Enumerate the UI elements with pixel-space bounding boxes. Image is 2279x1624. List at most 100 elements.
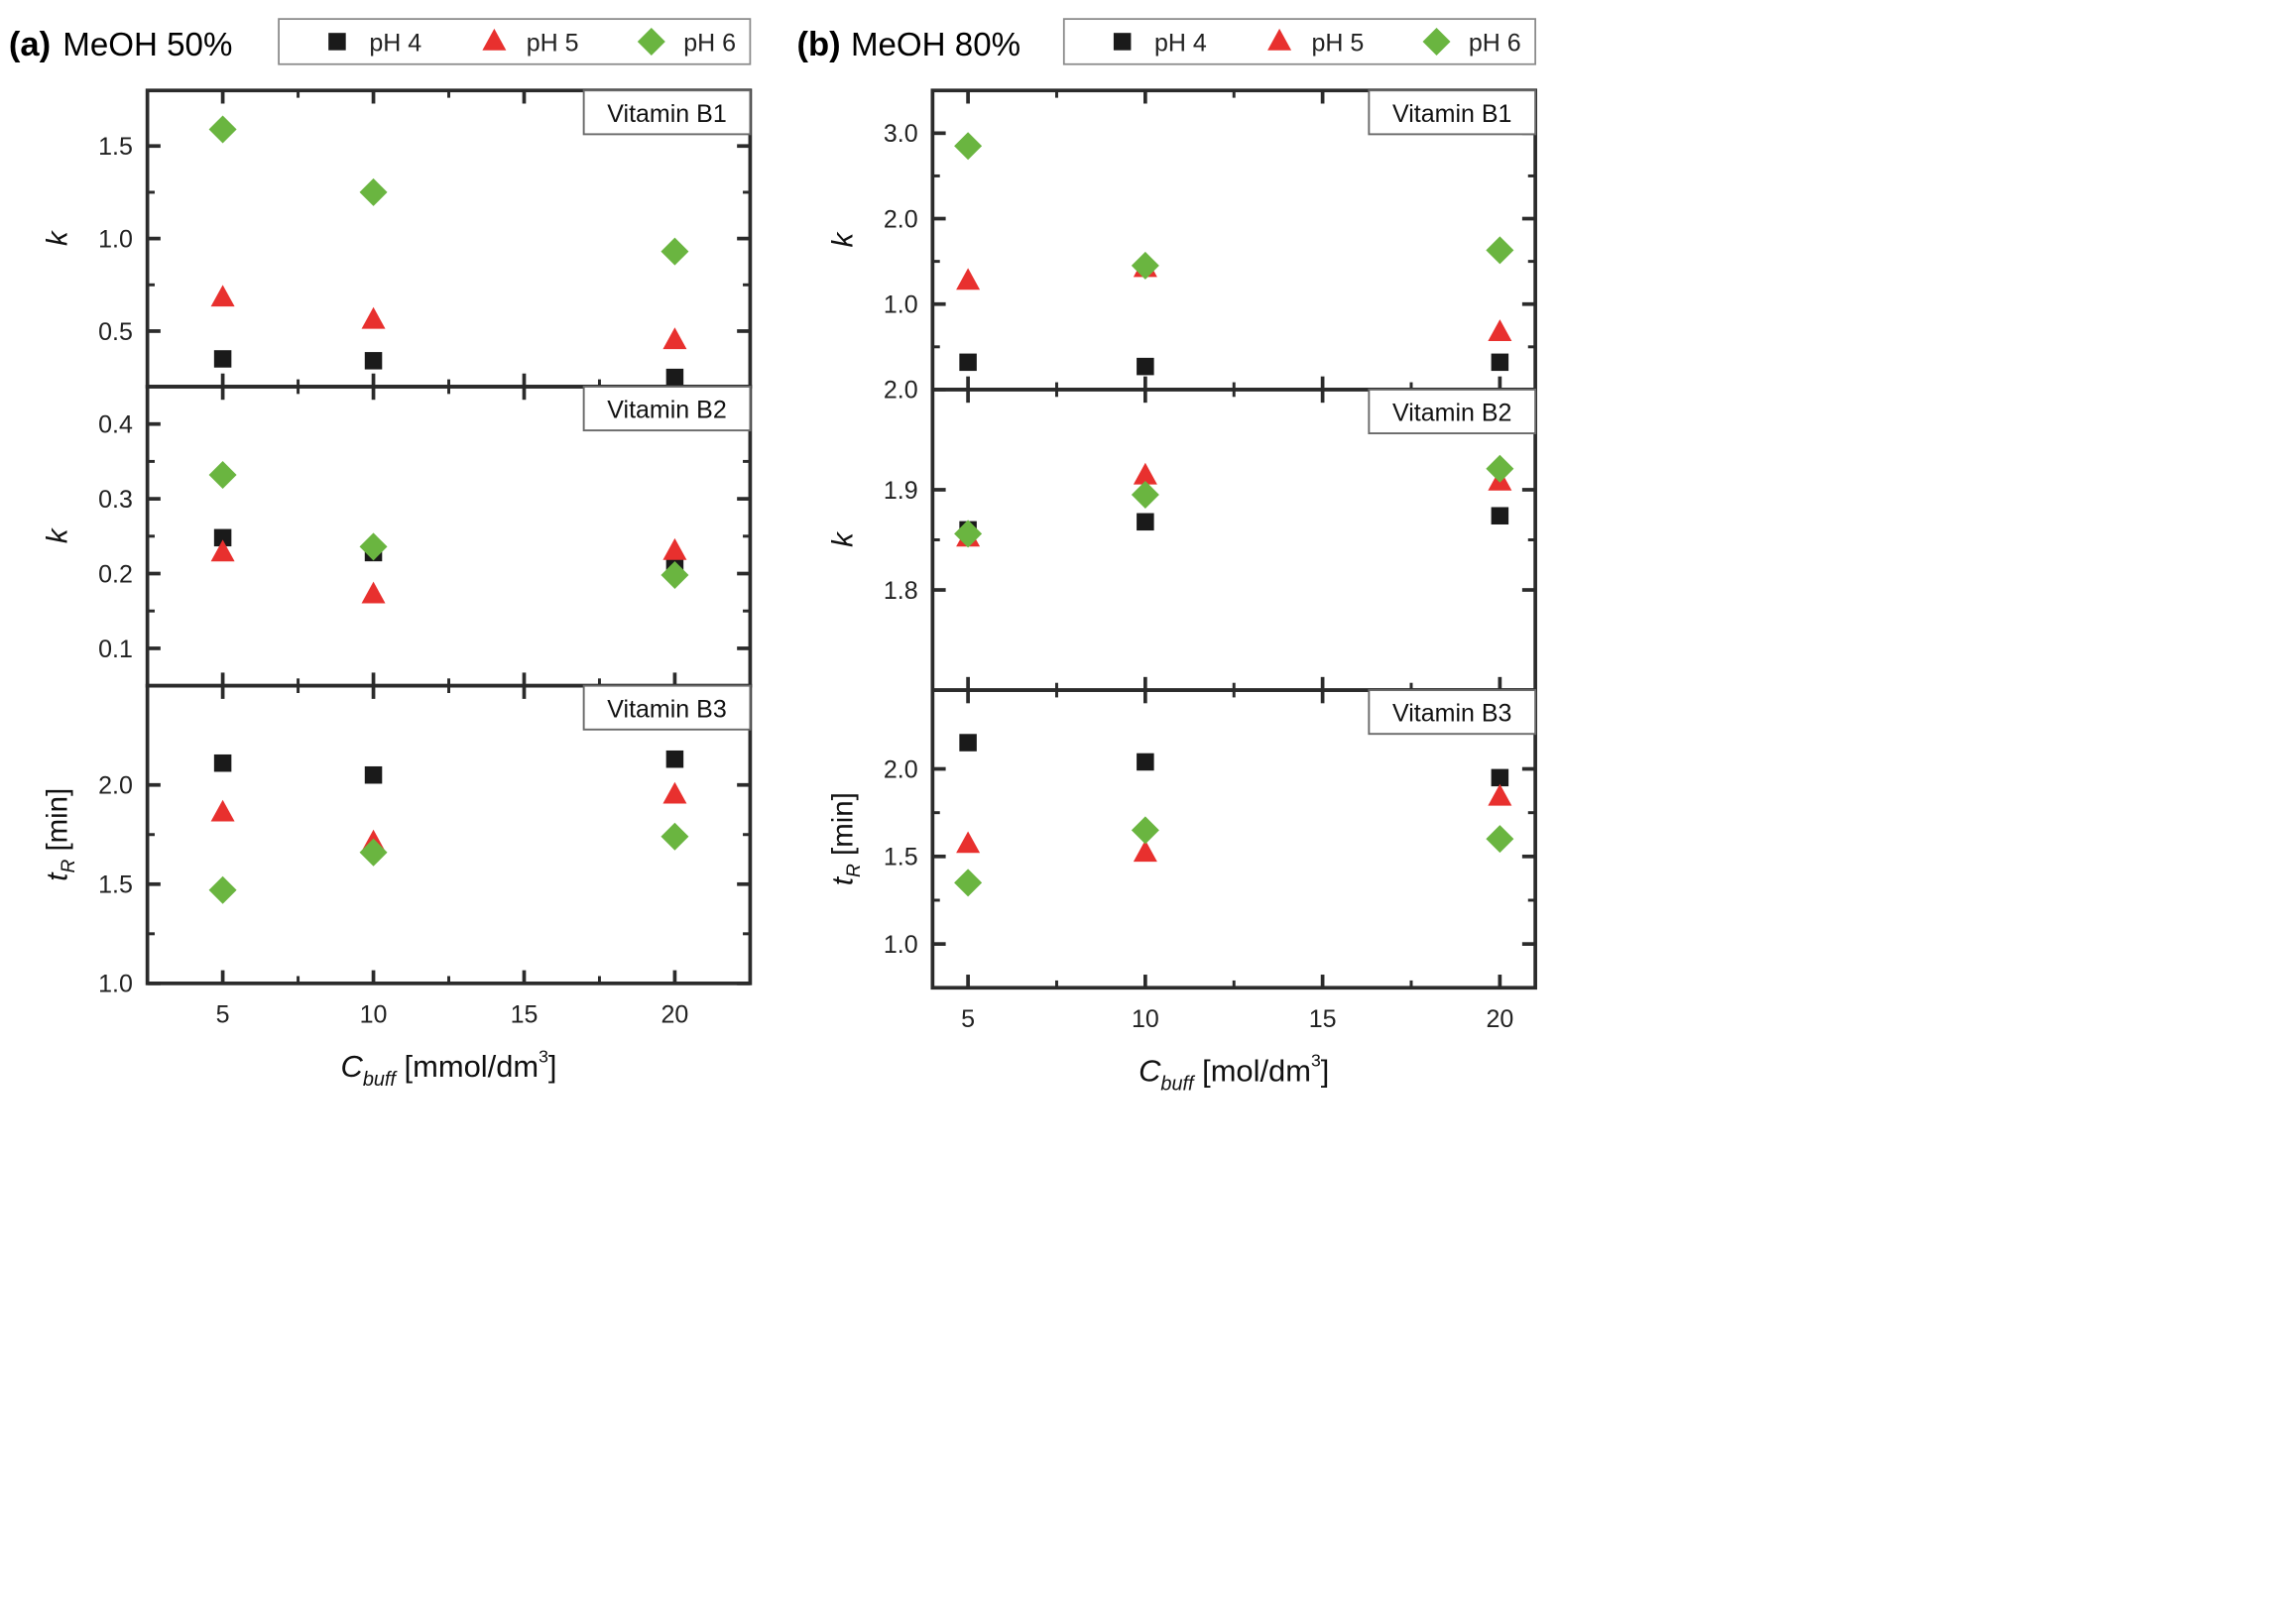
data-point [1133,840,1157,863]
y-tick-label: 1.0 [884,291,918,319]
y-axis-label: k [826,231,859,247]
data-point [1131,251,1159,280]
data-point [1137,513,1154,531]
y-tick-label: 1.0 [98,971,133,998]
series-ph5 [210,781,687,852]
panel-title: MeOH 50% [62,27,232,63]
data-point [210,285,235,307]
series-ph6 [208,822,689,904]
data-point [1133,462,1157,485]
legend-label: pH 6 [683,30,736,58]
x-tick-label: 10 [360,1001,388,1029]
subplot-label: Vitamin B2 [607,397,726,424]
data-point [208,460,237,489]
data-point [359,532,388,561]
subplot-label: Vitamin B3 [1392,700,1511,728]
panel-letter: (a) [9,26,51,63]
legend-marker-ph5 [482,28,507,51]
data-point [954,132,983,161]
data-point [1137,753,1154,771]
data-point [1491,768,1509,787]
series-ph6 [954,454,1514,548]
legend: pH 4 pH 5 pH 6 [278,18,752,65]
series-ph5 [956,255,1512,341]
data-point [1491,507,1509,524]
data-point [210,539,235,562]
legend-marker-ph4 [328,33,346,51]
series-ph6 [208,115,689,266]
data-point [1488,783,1512,806]
y-tick-label: 1.5 [98,133,133,161]
series-ph4 [213,528,684,575]
panel-b: (b) MeOH 80% pH 4 pH 5 pH 6 2.0 1.0 2.0 3.0 Vitam… [796,18,1537,1096]
y-axis-label: tR [min] [42,788,79,881]
plot-frame [930,388,1537,692]
subplot-vitamin-b3: 1.0 1.5 2.0 Vitamin B3 tR [min] [42,683,753,998]
y-tick-label: 0.3 [98,486,133,514]
series-ph4 [959,734,1509,787]
legend: pH 4 pH 5 pH 6 [1062,18,1537,65]
data-point [954,869,983,897]
data-point [359,177,388,206]
data-point [1131,481,1159,510]
subplot-vitamin-b2: 1.8 1.9 Vitamin B2 k [826,388,1537,692]
data-point [213,754,232,772]
series-ph6 [954,816,1514,897]
y-axis-label: k [42,230,74,246]
panel-title: MeOH 80% [851,27,1020,63]
data-point [665,750,684,768]
data-point [662,537,687,560]
data-point [364,352,383,370]
series-ph5 [956,783,1512,863]
y-tick-label: 1.9 [884,477,918,505]
data-point [359,838,388,867]
data-point [1137,357,1154,376]
data-point [361,581,386,604]
x-tick-label: 20 [1486,1005,1513,1033]
subplot-label-box [582,386,752,432]
data-point [208,115,237,144]
subplot-label-box [1368,388,1537,435]
data-point [1486,454,1514,483]
x-tick-label: 15 [511,1001,539,1029]
y-tick-label: 2.0 [884,205,918,233]
legend-label: pH 5 [527,30,579,58]
data-point [1486,236,1514,265]
panel-letter: (b) [796,26,840,63]
subplot-vitamin-b1: 0.5 1.0 1.5 Vitamin B1 k [42,88,753,389]
subplot-label-box [582,684,752,731]
data-point [364,765,383,784]
data-point [959,353,977,372]
legend-marker-ph4 [1113,33,1132,51]
data-point [210,799,235,822]
x-tick-label: 20 [661,1001,689,1029]
subplot-label: Vitamin B2 [1392,400,1511,427]
legend-label: pH 5 [1311,30,1364,58]
series-ph4 [959,353,1509,376]
subplot-vitamin-b2: 0.1 0.2 0.3 0.4 Vitamin B2 k [42,385,753,688]
subplot-vitamin-b3: 1.0 1.5 2.0 Vitamin B3 tR [min] [826,688,1537,990]
data-point [662,781,687,804]
data-point [1486,825,1514,854]
y-tick-label: 0.1 [98,636,133,663]
x-axis-label: Cbuff [mmol/dm3] [341,1046,557,1091]
y-tick-label: 0.2 [98,560,133,588]
legend-marker-ph5 [1267,28,1292,51]
data-point [1131,816,1159,845]
y-tick-label: 2.0 [98,772,133,800]
y-tick-label: 0.4 [98,411,133,439]
x-tick-label: 5 [961,1005,975,1033]
subplot-label: Vitamin B3 [607,695,726,723]
legend-box [1062,18,1537,65]
subplot-vitamin-b1: 2.0 1.0 2.0 3.0 Vitamin B1 k [826,88,1537,405]
panel-a: (a) MeOH 50% pH 4 pH 5 pH 6 0.5 1.0 1.5 Vitamin … [9,18,753,1091]
series-ph5 [210,537,687,604]
y-tick-label: 1.0 [884,931,918,959]
series-ph5 [210,285,687,350]
x-axis-label: Cbuff [mol/dm3] [1139,1051,1329,1096]
series-ph5 [956,462,1512,547]
subplot-label: Vitamin B1 [607,100,726,128]
subplot-label-box [582,89,752,136]
plot-frame [930,88,1537,392]
